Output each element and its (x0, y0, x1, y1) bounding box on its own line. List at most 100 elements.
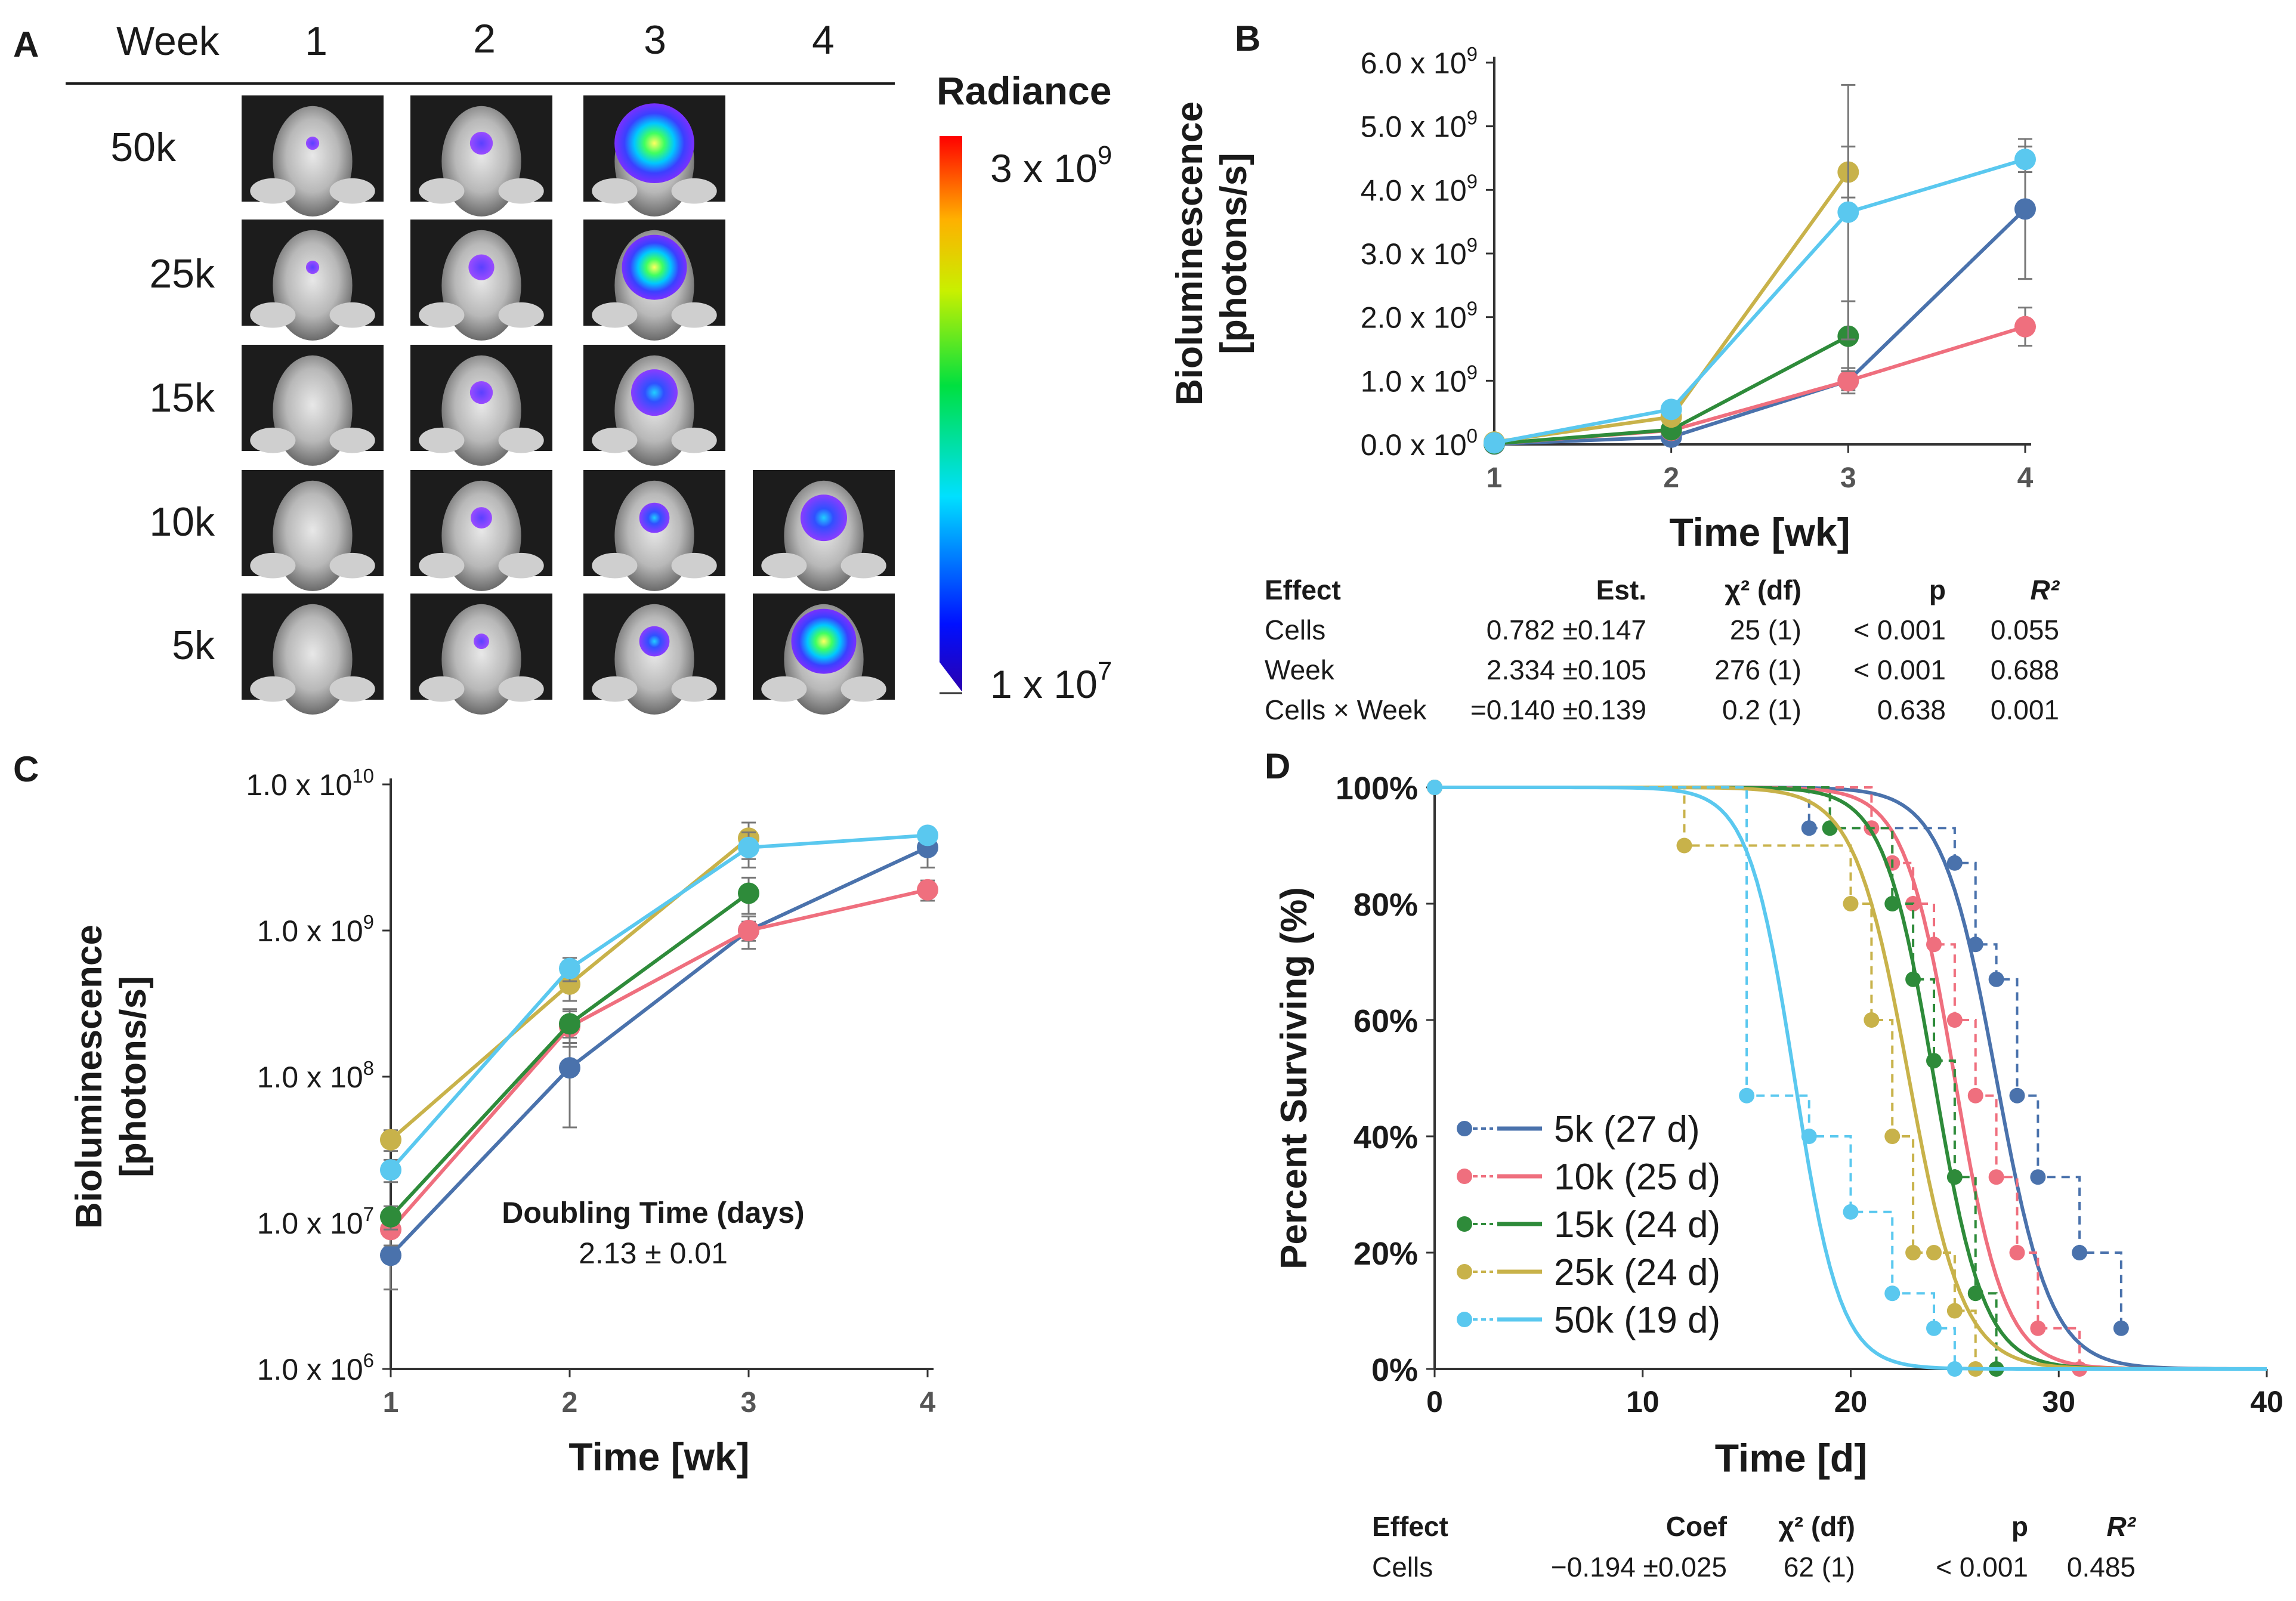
bioluminescence-signal (639, 502, 670, 533)
x-tick-label: 4 (2017, 462, 2034, 494)
mouse-paw (329, 552, 375, 579)
data-point-50k (1484, 432, 1505, 454)
panel-c-letter: C (13, 749, 39, 789)
mouse-paw (592, 427, 638, 453)
panel-a-letter: A (13, 24, 39, 64)
cox-table-d: Effect Coef χ² (df) p R² Cells −0.194 ±0.025 62… (1372, 1511, 2137, 1583)
km-point-25k (1676, 837, 1692, 854)
legend-marker-50k (1457, 1312, 1472, 1327)
mouse-paw (761, 552, 807, 579)
data-point-50k (1837, 201, 1859, 223)
table-cell: Cells × Week (1265, 694, 1427, 725)
bli-image (410, 220, 552, 341)
km-point-5k (1801, 820, 1817, 836)
table-cell: < 0.001 (1936, 1551, 2028, 1583)
table-cell: 0.688 (1991, 654, 2059, 685)
series-line-50k (389, 833, 928, 1172)
y-tick-label: 100% (1336, 771, 1418, 806)
data-point-15k (559, 1013, 580, 1035)
table-cell: 0.2 (1) (1722, 694, 1801, 725)
km-point-15k (1822, 820, 1838, 836)
y-axis-label: Percent Surviving (%) (1274, 887, 1315, 1269)
km-step-10k (1435, 786, 2081, 1369)
km-point-50k (1739, 1087, 1755, 1104)
radiance-min-label: 1 x 107 (990, 657, 1112, 706)
mouse-paw (498, 676, 544, 702)
bli-image (583, 95, 725, 217)
km-point-10k (1967, 1087, 1983, 1104)
data-point-5k (559, 1057, 580, 1079)
legend-marker-25k (1457, 1264, 1472, 1279)
bli-image (583, 220, 725, 341)
series-line-50k (1494, 157, 2026, 445)
effects-table-b: Effect Est. χ² (df) p R² Cells 0.782 ±0.147 25 … (1265, 574, 2060, 725)
legend-label-10k: 10k (25 d) (1554, 1157, 1720, 1198)
km-step-5k (1435, 786, 2122, 1328)
km-point-25k (1843, 896, 1859, 911)
series-line-5k (1494, 208, 2027, 446)
bli-image (410, 345, 552, 466)
bli-image (753, 470, 895, 591)
data-point-10k (917, 879, 938, 901)
chart-b: 0.0 x 100 1.0 x 109 2.0 x 109 3.0 x 109 4.0 … (1169, 43, 2036, 554)
fit-curve-50k (1435, 786, 2267, 1371)
table-cell: < 0.001 (1853, 614, 1946, 645)
week-label: 4 (812, 17, 835, 63)
table-header: p (2011, 1511, 2028, 1542)
table-cell: 25 (1) (1730, 614, 1801, 645)
table-cell: 62 (1) (1784, 1551, 1855, 1583)
km-step-15k (1435, 786, 1998, 1369)
mouse-paw (250, 552, 296, 579)
mouse-paw (592, 178, 638, 204)
y-tick-label: 40% (1354, 1120, 1418, 1155)
km-point-50k (1843, 1204, 1859, 1220)
x-tick-label: 3 (1840, 462, 1856, 494)
bli-image (242, 470, 384, 591)
data-point-50k (559, 957, 580, 979)
legend-label-25k: 25k (24 d) (1554, 1252, 1720, 1293)
doubling-time-title: Doubling Time (days) (502, 1196, 804, 1229)
mouse-paw (250, 676, 296, 702)
y-tick-label: 3.0 x 109 (1361, 234, 1478, 271)
bli-image (242, 220, 384, 341)
y-tick-label: 1.0 x 107 (257, 1203, 374, 1240)
table-header: p (1929, 574, 1946, 605)
bioluminescence-signal (305, 261, 320, 274)
table-cell: 0.001 (1991, 694, 2059, 725)
km-point-10k (1946, 1012, 1963, 1028)
bioluminescence-signal (622, 234, 687, 300)
km-point-10k (2030, 1320, 2046, 1336)
y-tick-label: 2.0 x 109 (1361, 298, 1478, 335)
x-axis-label: Time [wk] (1669, 510, 1850, 554)
x-tick-label: 3 (741, 1387, 757, 1418)
bioluminescence-signal (469, 381, 493, 404)
mouse-paw (592, 552, 638, 579)
radiance-max-label: 3 x 109 (990, 141, 1112, 190)
data-point-25k (559, 973, 580, 995)
bioluminescence-signal (474, 633, 489, 650)
y-tick-label: 60% (1354, 1003, 1418, 1039)
km-point-5k (2030, 1169, 2046, 1185)
x-tick-label: 10 (1626, 1385, 1660, 1418)
legend-marker-5k (1457, 1121, 1472, 1136)
y-tick-label: 0% (1371, 1352, 1418, 1388)
mouse-paw (671, 552, 717, 579)
km-point-50k (1884, 1285, 1901, 1302)
mouse-paw (419, 676, 465, 702)
mouse-paw (671, 676, 717, 702)
y-tick-label: 1.0 x 108 (257, 1057, 374, 1094)
data-point-50k (2014, 149, 2036, 171)
km-point-5k (1946, 855, 1963, 871)
bioluminescence-signal (639, 626, 670, 657)
mouse-paw (419, 302, 465, 328)
week-label: 2 (473, 16, 496, 61)
mouse-paw (498, 178, 544, 204)
x-axis-label: Time [wk] (568, 1435, 749, 1479)
bli-image (242, 95, 384, 217)
table-cell: 0.055 (1991, 614, 2059, 645)
y-tick-label: 6.0 x 109 (1361, 43, 1478, 80)
bli-image (410, 95, 552, 217)
data-point-5k (380, 1244, 401, 1266)
km-point-25k (1884, 1129, 1901, 1144)
bli-image (410, 594, 552, 715)
